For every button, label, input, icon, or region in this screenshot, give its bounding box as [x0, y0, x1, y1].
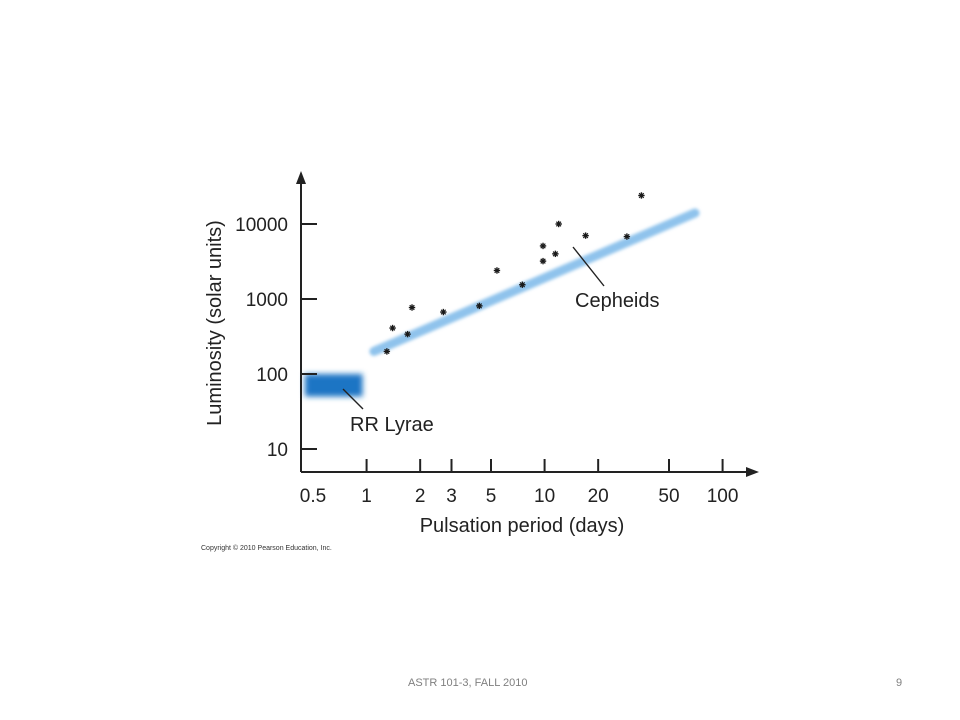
cepheid-point: [476, 302, 483, 310]
cepheid-point: [383, 348, 391, 355]
y-axis-arrowhead: [296, 171, 306, 184]
cepheid-point: [519, 281, 526, 288]
footer-course: ASTR 101-3, FALL 2010: [408, 677, 528, 689]
rr-lyrae-leader-line: [342, 388, 364, 410]
cepheid-point: [638, 192, 645, 199]
x-tick-label: 100: [707, 486, 739, 507]
x-tick-label: 10: [534, 486, 555, 507]
copyright-credit: Copyright © 2010 Pearson Education, Inc.: [201, 544, 332, 552]
x-axis-title: Pulsation period (days): [420, 515, 625, 537]
x-tick-label: 50: [658, 486, 679, 507]
slide-number: 9: [896, 677, 903, 689]
x-tick-label: 0.5: [300, 486, 326, 507]
y-axis: [296, 171, 306, 472]
y-tick-label: 10000: [235, 215, 288, 236]
cepheids-label: Cepheids: [575, 290, 660, 312]
x-tick-label: 3: [446, 486, 457, 507]
x-tick-label: 20: [588, 486, 609, 507]
y-ticks: 10 100 1000 10000: [235, 215, 317, 461]
data-points: [383, 192, 645, 355]
rr-lyrae-region: [304, 374, 363, 397]
cepheid-point: [539, 257, 547, 265]
y-tick-label: 10: [267, 440, 288, 461]
cepheids-leader-line: [572, 246, 605, 287]
cepheid-point: [389, 324, 396, 332]
cepheid-point: [404, 330, 411, 338]
cepheid-point: [539, 242, 547, 250]
x-tick-label: 2: [415, 486, 426, 507]
x-axis: [301, 467, 759, 477]
cepheid-point: [408, 304, 416, 311]
x-ticks: 0.5 1 2 3 5 10 20 50 100: [300, 459, 739, 507]
cepheid-point: [582, 232, 589, 239]
y-tick-label: 100: [256, 365, 288, 386]
cepheid-point: [555, 220, 562, 228]
cepheid-point: [493, 267, 501, 274]
cepheid-band: [369, 208, 700, 356]
rr-lyrae-label: RR Lyrae: [350, 414, 434, 436]
y-tick-label: 1000: [246, 290, 288, 311]
x-axis-arrowhead: [746, 467, 759, 477]
cepheid-point: [552, 250, 559, 258]
cepheid-point: [623, 233, 631, 240]
y-axis-title: Luminosity (solar units): [204, 220, 226, 426]
cepheid-point: [440, 308, 447, 316]
x-tick-label: 1: [361, 486, 372, 507]
x-tick-label: 5: [486, 486, 497, 507]
chart: 0.5 1 2 3 5 10 20 50 100 10 100 1000 10000 Pulsatio…: [201, 171, 759, 552]
